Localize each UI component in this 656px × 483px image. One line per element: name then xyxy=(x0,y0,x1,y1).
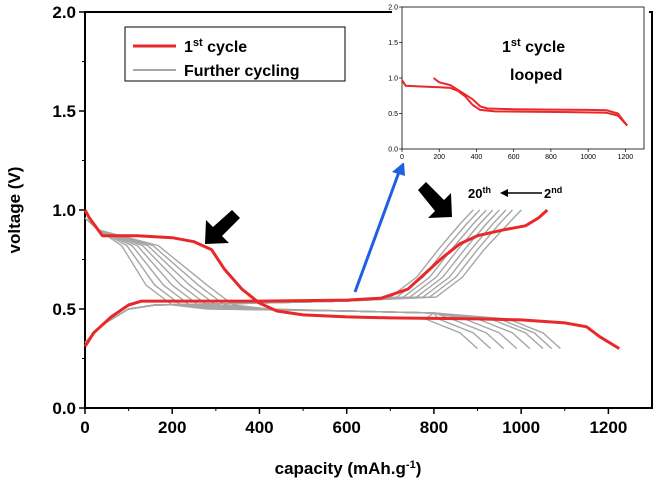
y-tick-label: 0.0 xyxy=(52,399,76,418)
x-tick-label: 400 xyxy=(245,418,273,437)
y-tick-label: 1.5 xyxy=(52,102,76,121)
x-tick-label: 1000 xyxy=(502,418,540,437)
further-cycling-discharge-line xyxy=(84,217,505,350)
inset-background xyxy=(392,3,649,163)
inset-x-tick-label: 600 xyxy=(508,154,520,161)
inset-chart: 0 200 400 600 800 1000 1200 0.0 0.5 1.0 1.5 2.0 1st… xyxy=(388,3,649,163)
further-cycling-discharge-line xyxy=(84,217,478,350)
further-cycling-discharge-line xyxy=(84,217,518,350)
inset-x-tick-label: 800 xyxy=(545,154,557,161)
x-tick-label: 200 xyxy=(158,418,186,437)
inset-y-tick-label: 2.0 xyxy=(388,5,398,12)
annotation-arrows: 20th 2nd xyxy=(205,162,562,293)
x-axis-title: capacity (mAh.g-1) xyxy=(275,459,422,478)
further-cycling-discharge-line xyxy=(84,217,492,350)
inset-first-cycle-line xyxy=(432,77,628,127)
legend-label-first-cycle: 1st cycle xyxy=(184,37,247,56)
inset-x-tick-label: 1200 xyxy=(618,154,634,161)
first-cycle-line xyxy=(83,209,621,350)
x-tick-label: 800 xyxy=(420,418,448,437)
inset-x-tick-label: 400 xyxy=(471,154,483,161)
legend-box xyxy=(124,26,346,82)
inset-y-tick-label: 0.5 xyxy=(388,111,398,118)
inset-x-tick-label: 1000 xyxy=(580,154,596,161)
further-cycling-charge-line xyxy=(84,209,494,344)
x-tick-label: 600 xyxy=(333,418,361,437)
further-cycling-discharge-line xyxy=(84,217,544,350)
inset-title-line2: looped xyxy=(510,67,562,84)
x-tick-label: 1200 xyxy=(589,418,627,437)
y-tick-label: 0.5 xyxy=(52,300,76,319)
inset-title-line1: 1st cycle xyxy=(502,37,565,56)
further-cycling-discharge-line xyxy=(84,217,561,350)
further-cycling-charge-line xyxy=(84,209,474,344)
first-cycle-line xyxy=(83,208,549,348)
inset-pointer-arrowhead-icon xyxy=(392,162,405,176)
main-ticks: 0 200 400 600 800 1000 1200 0.0 0.5 1.0 1.5 2.0 xyxy=(52,3,627,437)
further-cycling-discharge-line xyxy=(84,217,553,350)
cycle-direction-arrowhead-icon xyxy=(500,189,508,197)
cycle-direction-label-end: 2nd xyxy=(544,185,562,201)
y-axis-title: voltage (V) xyxy=(5,167,24,254)
inset-first-cycle-line xyxy=(401,79,628,127)
inset-y-tick-label: 0.0 xyxy=(388,147,398,154)
y-tick-label: 2.0 xyxy=(52,3,76,22)
further-cycling-discharge-line xyxy=(84,217,531,350)
inset-y-tick-label: 1.5 xyxy=(388,40,398,47)
y-tick-label: 1.0 xyxy=(52,201,76,220)
legend-label-further-cycling: Further cycling xyxy=(184,63,300,80)
inset-y-tick-label: 1.0 xyxy=(388,76,398,83)
inset-x-tick-label: 200 xyxy=(433,154,445,161)
inset-pointer-line xyxy=(353,171,401,293)
inset-ticks: 0 200 400 600 800 1000 1200 0.0 0.5 1.0 1.5 2.0 xyxy=(388,5,633,162)
inset-series xyxy=(401,77,628,127)
further-cycling-charge-line xyxy=(84,209,487,344)
discharge-arrow-icon xyxy=(205,210,240,244)
cycle-direction-label: 20th xyxy=(468,185,491,201)
inset-x-tick-label: 0 xyxy=(400,154,404,161)
legend: 1st cycle Further cycling xyxy=(124,26,346,82)
x-tick-label: 0 xyxy=(80,418,89,437)
charge-arrow-icon xyxy=(418,182,452,218)
main-series xyxy=(83,208,621,350)
